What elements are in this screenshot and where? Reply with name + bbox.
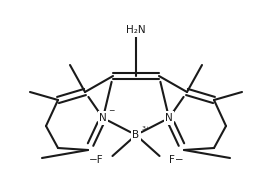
Text: N: N [165, 113, 173, 123]
Text: F−: F− [169, 155, 184, 165]
Text: H₂N: H₂N [126, 25, 146, 35]
Text: B: B [132, 130, 140, 140]
Text: 3+: 3+ [142, 127, 151, 131]
Text: N: N [99, 113, 107, 123]
Text: −F: −F [88, 155, 103, 165]
Text: −: − [108, 106, 114, 115]
